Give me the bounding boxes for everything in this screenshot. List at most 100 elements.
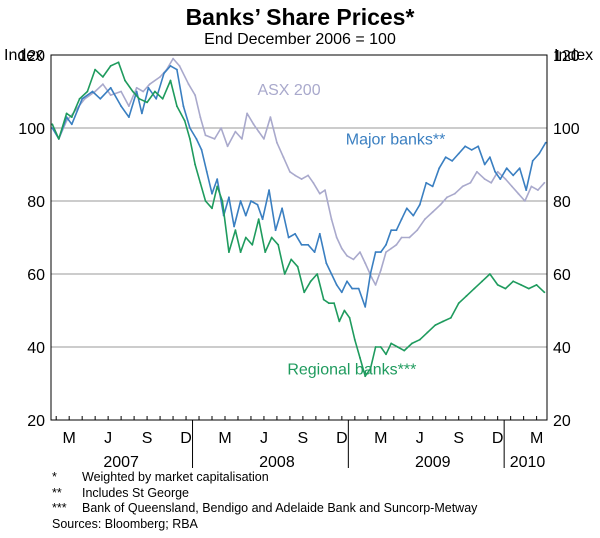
data-point-asx bbox=[234, 130, 237, 133]
data-point-major bbox=[120, 105, 122, 107]
data-point-asx bbox=[282, 156, 285, 159]
data-point-major bbox=[313, 251, 316, 254]
data-point-major bbox=[444, 156, 447, 159]
x-tick-label: S bbox=[453, 430, 464, 447]
data-point-regional bbox=[176, 105, 178, 107]
data-point-asx bbox=[424, 218, 426, 221]
data-point-regional bbox=[239, 251, 242, 254]
data-point-asx bbox=[511, 185, 513, 188]
footnote-2: ** Includes St George bbox=[52, 486, 477, 502]
data-point-regional bbox=[194, 163, 197, 166]
data-point-major bbox=[99, 97, 102, 100]
data-point-asx bbox=[213, 138, 216, 140]
y-tick-label-left: 80 bbox=[27, 194, 45, 211]
data-point-major bbox=[477, 145, 480, 148]
data-point-regional bbox=[283, 273, 286, 275]
x-tick-label: J bbox=[104, 430, 112, 447]
data-point-major bbox=[211, 192, 213, 195]
data-point-regional bbox=[369, 368, 372, 370]
data-point-regional bbox=[322, 298, 325, 301]
data-point-regional bbox=[257, 218, 260, 221]
footnote-mark: ** bbox=[52, 485, 62, 500]
data-point-regional bbox=[374, 346, 377, 348]
data-point-asx bbox=[263, 138, 265, 140]
data-point-regional bbox=[216, 185, 219, 188]
data-point-major bbox=[374, 251, 377, 254]
data-point-asx bbox=[269, 116, 272, 118]
data-point-major bbox=[464, 145, 467, 148]
data-point-asx bbox=[330, 218, 333, 221]
y-tick-label-left: 100 bbox=[18, 121, 45, 138]
data-point-regional bbox=[290, 258, 293, 261]
data-point-major bbox=[91, 90, 94, 93]
data-point-asx bbox=[246, 112, 249, 115]
data-point-major bbox=[330, 273, 333, 275]
data-point-major bbox=[244, 214, 247, 217]
data-point-asx bbox=[187, 83, 190, 86]
footnote-text: Weighted by market capitalisation bbox=[82, 470, 269, 484]
data-point-regional bbox=[396, 346, 399, 348]
data-point-regional bbox=[489, 273, 491, 275]
data-point-major bbox=[512, 174, 515, 177]
y-tick-label-left: 20 bbox=[27, 413, 45, 430]
data-point-major bbox=[200, 149, 203, 151]
data-point-regional bbox=[309, 280, 312, 283]
data-point-asx bbox=[408, 236, 411, 239]
data-point-regional bbox=[359, 357, 361, 359]
data-point-asx bbox=[220, 127, 223, 129]
data-point-asx bbox=[431, 211, 434, 213]
data-point-regional bbox=[520, 284, 522, 286]
data-point-regional bbox=[154, 90, 156, 93]
y-tick-label-right: 40 bbox=[553, 340, 571, 357]
data-point-regional bbox=[102, 76, 104, 78]
data-point-regional bbox=[343, 309, 346, 312]
data-point-major bbox=[405, 207, 408, 210]
footnotes: * Weighted by market capitalisation ** I… bbox=[52, 470, 477, 532]
data-point-major bbox=[364, 306, 367, 308]
data-point-major bbox=[531, 160, 534, 162]
data-point-regional bbox=[277, 243, 280, 246]
data-point-asx bbox=[120, 90, 122, 93]
data-point-regional bbox=[199, 181, 202, 184]
y-tick-label-left: 40 bbox=[27, 340, 45, 357]
y-tick-label-right: 80 bbox=[553, 194, 571, 211]
data-point-asx bbox=[379, 269, 382, 272]
data-point-major bbox=[335, 284, 338, 286]
data-point-regional bbox=[512, 280, 515, 283]
data-point-asx bbox=[94, 90, 96, 93]
data-point-asx bbox=[364, 262, 367, 264]
data-point-regional bbox=[131, 90, 134, 93]
data-point-major bbox=[494, 170, 496, 173]
data-point-major bbox=[195, 138, 198, 140]
x-tick-label: J bbox=[260, 430, 268, 447]
data-point-asx bbox=[294, 174, 296, 177]
data-point-major bbox=[176, 68, 178, 71]
data-point-regional bbox=[65, 112, 68, 115]
data-point-major bbox=[109, 86, 112, 89]
y-tick-label-right: 120 bbox=[553, 48, 580, 65]
data-point-asx bbox=[400, 236, 403, 239]
data-point-asx bbox=[252, 123, 255, 126]
footnote-1: * Weighted by market capitalisation bbox=[52, 470, 477, 486]
data-point-asx bbox=[307, 174, 309, 177]
data-point-asx bbox=[142, 90, 145, 93]
data-point-regional bbox=[385, 353, 387, 356]
data-point-major bbox=[261, 218, 264, 221]
data-point-regional bbox=[161, 97, 164, 100]
data-point-asx bbox=[490, 181, 493, 184]
data-point-asx bbox=[340, 247, 343, 250]
data-point-major bbox=[505, 167, 508, 170]
data-point-major bbox=[369, 273, 372, 275]
data-point-major bbox=[346, 280, 348, 283]
data-point-asx bbox=[543, 181, 546, 184]
x-year-label: 2010 bbox=[510, 454, 546, 470]
data-point-major bbox=[281, 207, 283, 210]
data-point-regional bbox=[124, 79, 126, 82]
data-point-asx bbox=[476, 170, 478, 173]
data-point-regional bbox=[379, 346, 382, 348]
data-point-asx bbox=[390, 247, 393, 250]
data-point-major bbox=[412, 214, 415, 217]
data-point-regional bbox=[57, 138, 60, 140]
data-point-asx bbox=[194, 94, 197, 96]
data-point-asx bbox=[446, 196, 448, 199]
